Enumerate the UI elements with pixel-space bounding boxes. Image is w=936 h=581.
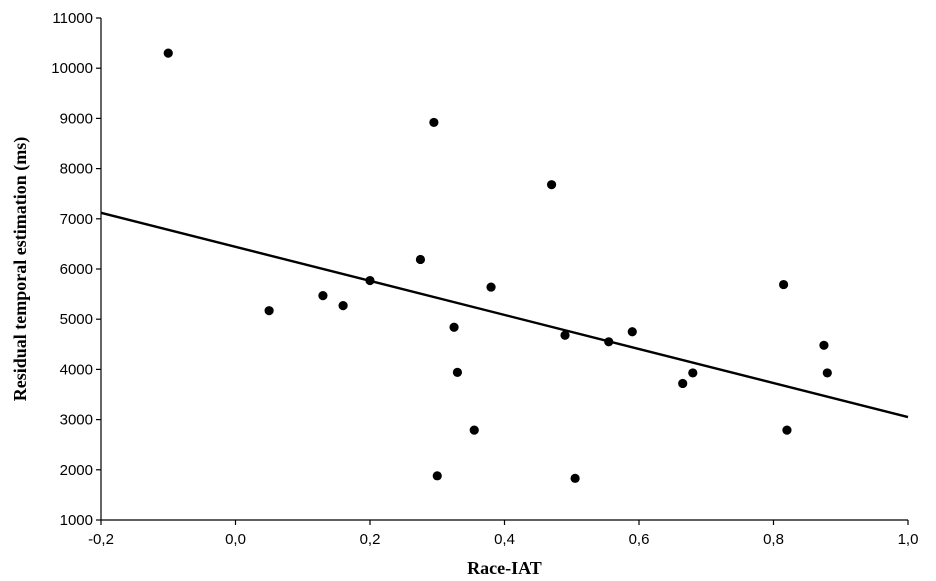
data-point [429, 117, 439, 128]
data-point [486, 282, 496, 292]
y-tick-label: 11000 [52, 10, 93, 27]
data-point [688, 368, 698, 378]
data-point [778, 279, 789, 290]
x-tick-label: 0,6 [629, 531, 650, 548]
data-point [264, 306, 274, 316]
data-point [318, 291, 328, 301]
x-tick-label: 0,8 [763, 531, 784, 548]
x-axis-title: Race-IAT [467, 558, 542, 578]
x-axis-ticks: -0,2 0,0 0,2 0,4 0,6 0,8 1,0 [88, 520, 918, 548]
data-point [432, 471, 442, 481]
data-point [163, 48, 173, 58]
x-tick-label: 0,4 [494, 531, 515, 548]
data-point [819, 340, 829, 350]
data-point [546, 180, 557, 190]
data-point [782, 425, 792, 435]
data-point [627, 327, 637, 337]
data-point [678, 378, 688, 389]
y-tick-label: 7000 [60, 211, 93, 228]
x-tick-label: 0,0 [225, 531, 246, 548]
data-point [469, 425, 479, 435]
data-point [449, 322, 459, 332]
y-tick-label: 9000 [60, 110, 93, 127]
y-tick-label: 8000 [60, 161, 93, 178]
y-tick-label: 6000 [60, 261, 93, 278]
x-tick-label: 1,0 [898, 531, 919, 548]
trend-line [100, 211, 909, 419]
x-tick-label: -0,2 [88, 531, 114, 548]
y-tick-label: 10000 [51, 60, 93, 77]
data-point [452, 367, 463, 378]
data-point [822, 368, 832, 378]
y-tick-label: 3000 [60, 412, 93, 429]
y-tick-label: 4000 [60, 361, 93, 378]
y-tick-label: 2000 [60, 462, 93, 479]
data-point [604, 337, 614, 347]
data-point [570, 473, 580, 483]
data-points [163, 48, 832, 483]
x-tick-label: 0,2 [360, 531, 381, 548]
data-point [338, 301, 348, 311]
y-axis-ticks: 1000 2000 3000 4000 5000 6000 7000 8000 9000 1000… [51, 10, 101, 529]
data-point [560, 330, 570, 340]
y-axis-title: Residual temporal estimation (ms) [10, 137, 31, 401]
y-tick-label: 5000 [60, 311, 93, 328]
axes [100, 18, 908, 521]
data-point [415, 254, 426, 265]
y-tick-label: 1000 [60, 512, 93, 529]
data-point [365, 275, 375, 286]
